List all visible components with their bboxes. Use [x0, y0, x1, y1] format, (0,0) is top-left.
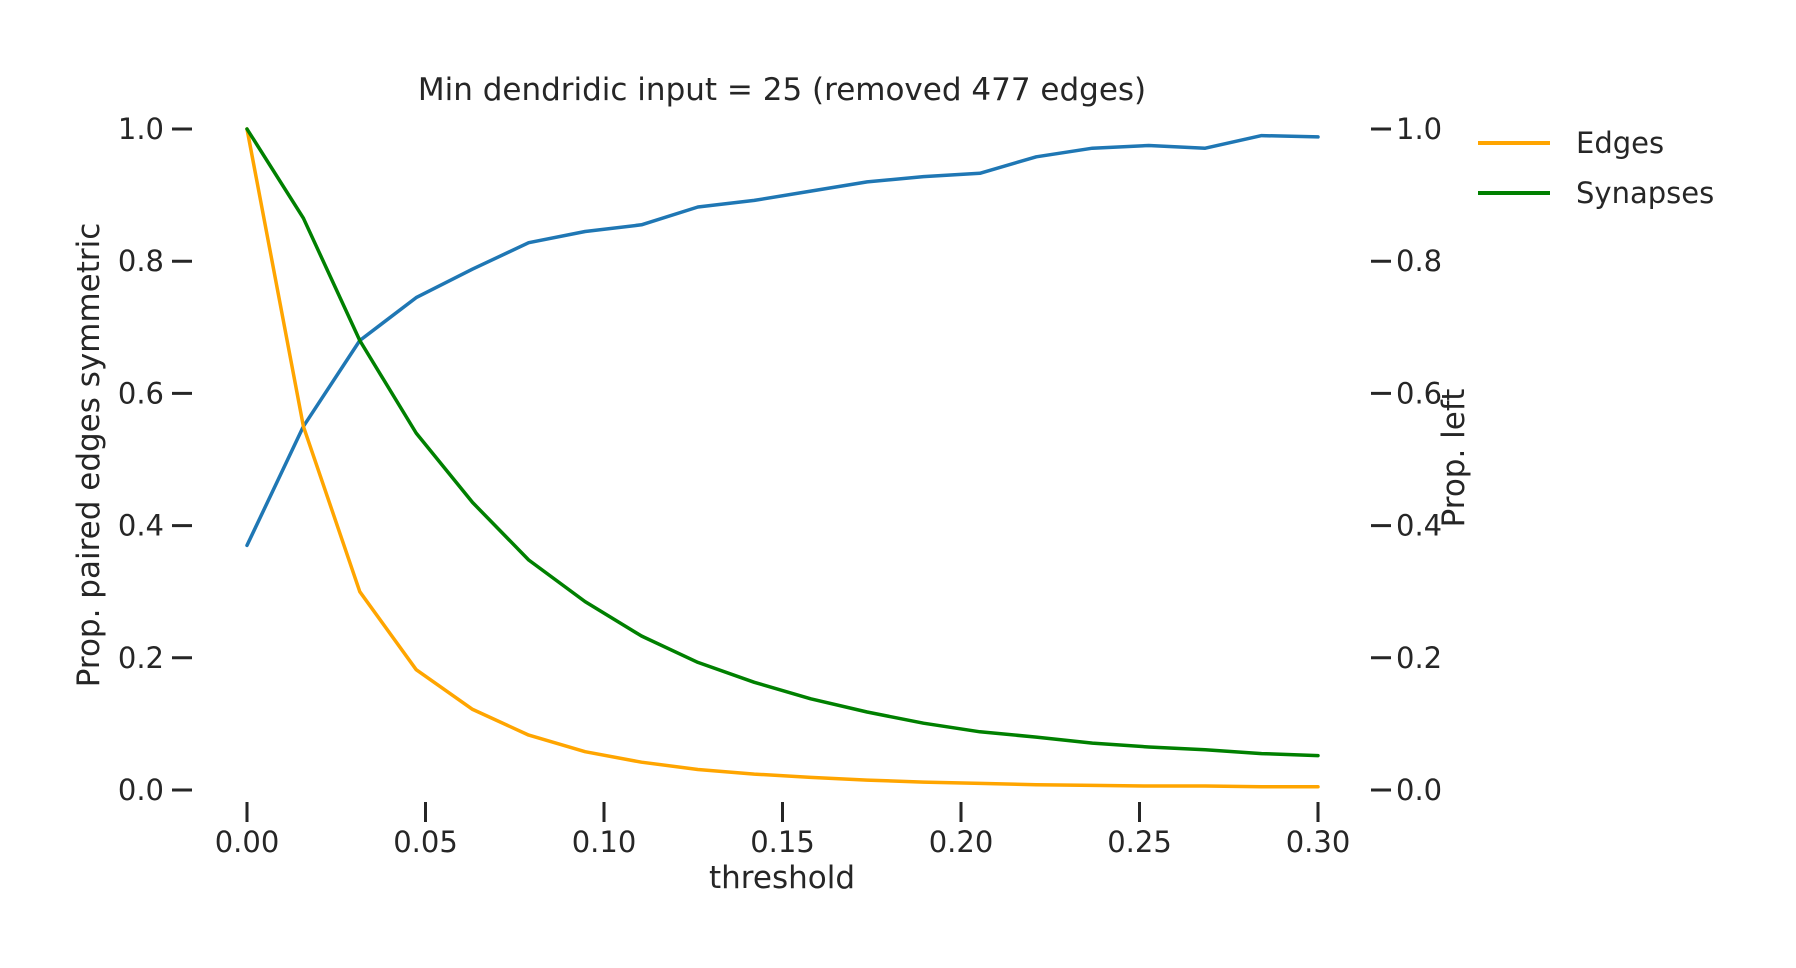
- x-tick-label: 0.15: [750, 825, 815, 859]
- y-tick-label-left: 0.4: [118, 509, 164, 543]
- y-tick-label-left: 0.6: [118, 376, 164, 410]
- plot-lines: [245, 127, 1320, 789]
- edges-line: [245, 127, 1320, 789]
- y-tick-label-right: 0.8: [1396, 244, 1442, 278]
- x-axis-label: threshold: [709, 860, 855, 896]
- y-axis-label-right: Prop. left: [1436, 389, 1472, 528]
- y-tick-label-left: 0.2: [118, 641, 164, 675]
- x-axis-ticks: 0.00 0.05 0.10 0.15 0.20 0.25 0.30: [215, 802, 1351, 859]
- y-tick-label-right: 0.4: [1396, 509, 1442, 543]
- series-1-line: [245, 133, 1320, 548]
- y-axis-ticks-left: 0.0 0.2 0.4 0.6 0.8 1.0: [118, 112, 192, 807]
- x-tick-label: 0.00: [215, 825, 280, 859]
- x-tick-label: 0.30: [1286, 825, 1351, 859]
- x-tick-label: 0.05: [393, 825, 458, 859]
- legend-label-synapses: Synapses: [1576, 176, 1714, 210]
- x-tick-label: 0.10: [572, 825, 637, 859]
- y-tick-label-left: 0.0: [118, 773, 164, 807]
- legend-label-edges: Edges: [1576, 126, 1664, 160]
- synapses-line: [245, 127, 1320, 758]
- y-tick-label-right: 1.0: [1396, 112, 1442, 146]
- y-tick-label-left: 1.0: [118, 112, 164, 146]
- chart-title: Min dendridic input = 25 (removed 477 ed…: [418, 72, 1146, 108]
- y-tick-label-left: 0.8: [118, 244, 164, 278]
- y-tick-label-right: 0.6: [1396, 376, 1442, 410]
- legend: Edges Synapses: [1478, 126, 1714, 210]
- y-tick-label-right: 0.0: [1396, 773, 1442, 807]
- x-tick-label: 0.20: [929, 825, 994, 859]
- x-tick-label: 0.25: [1107, 825, 1172, 859]
- y-axis-ticks-right: 0.0 0.2 0.4 0.6 0.8 1.0: [1371, 112, 1442, 807]
- y-axis-label-left: Prop. paired edges symmetric: [71, 223, 107, 688]
- y-tick-label-right: 0.2: [1396, 641, 1442, 675]
